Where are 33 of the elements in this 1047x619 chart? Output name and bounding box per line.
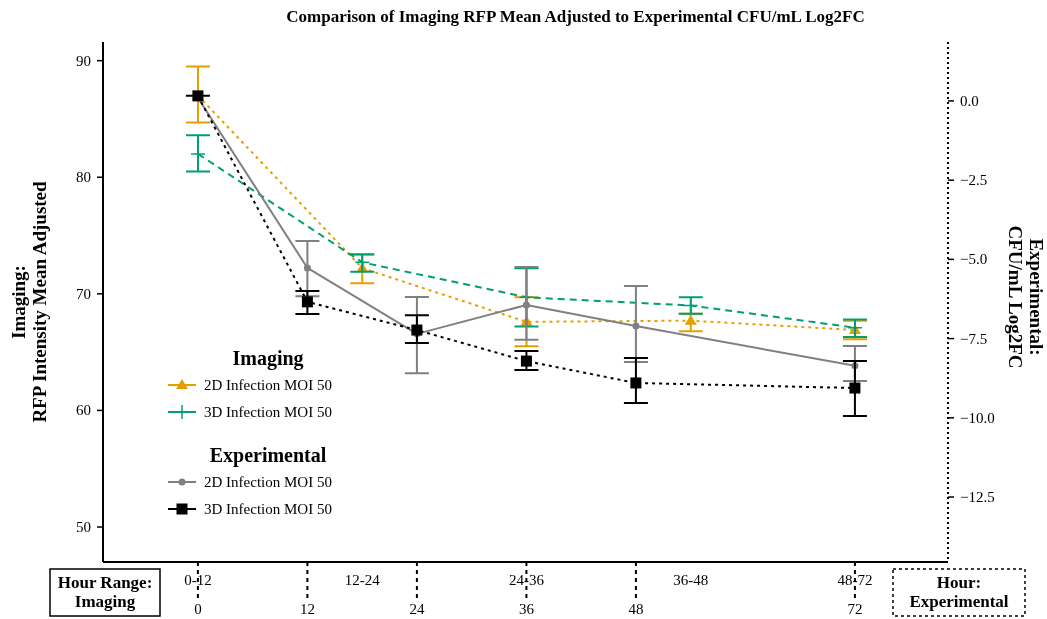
legend-label: 2D Infection MOI 50 xyxy=(204,474,332,490)
x-tick-label: 48 xyxy=(628,601,644,617)
x-tick-label: 48-72 xyxy=(837,572,873,588)
x-tick-label: 36-48 xyxy=(673,572,709,588)
x-tick-label: 0 xyxy=(194,601,202,617)
y-tick-label: 70 xyxy=(76,285,91,302)
y-axis-title: Imaging: RFP Intensity Mean Adjusted xyxy=(8,180,50,423)
y-tick-label: 60 xyxy=(76,402,91,419)
x-tick-label: 72 xyxy=(847,601,863,617)
y-tick-label: −10.0 xyxy=(960,409,995,426)
y-tick-label: 80 xyxy=(76,169,91,186)
x-tick-label: 36 xyxy=(518,601,535,617)
legend-title: Imaging xyxy=(232,347,304,370)
x-axis-title: Hour: Experimental xyxy=(909,573,1009,611)
y-tick-label: 0.0 xyxy=(960,92,979,109)
legend-label: 2D Infection MOI 50 xyxy=(204,377,332,393)
x-tick-label: 24-36 xyxy=(509,572,545,588)
y-tick-label: −2.5 xyxy=(960,172,988,189)
y-tick-label: −7.5 xyxy=(960,330,988,347)
y-axis-title: Experimental: CFU/mL Log2FC xyxy=(1005,225,1047,369)
y-tick-label: −5.0 xyxy=(960,251,988,268)
legend-label: 3D Infection MOI 50 xyxy=(204,501,332,517)
y-tick-label: 50 xyxy=(76,519,91,536)
chart-title: Comparison of Imaging RFP Mean Adjusted to Experimental CFU/mL Log2FC xyxy=(286,7,865,26)
y-tick-label: 90 xyxy=(76,52,91,69)
legend-label: 3D Infection MOI 50 xyxy=(204,404,332,420)
x-tick-label: 0-12 xyxy=(184,572,212,588)
legend-title: Experimental xyxy=(209,444,327,467)
y-tick-label: −12.5 xyxy=(960,489,995,506)
x-axis-title: Hour Range: Imaging xyxy=(57,573,153,611)
x-tick-label: 24 xyxy=(409,601,425,617)
x-tick-label: 12-24 xyxy=(344,572,381,588)
x-tick-label: 12 xyxy=(299,601,315,617)
